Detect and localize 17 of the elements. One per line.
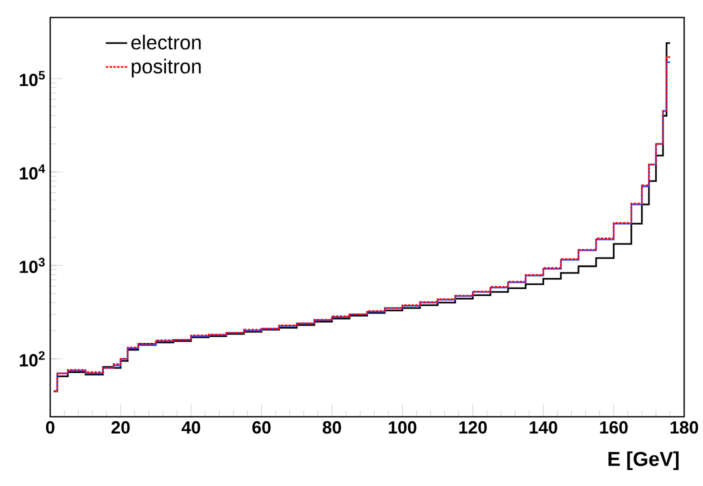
x-tick-label: 80 bbox=[322, 421, 342, 434]
x-tick-label: 120 bbox=[459, 421, 487, 434]
x-tick-label: 20 bbox=[111, 421, 130, 434]
y-tick-label: 10$^{3}$ bbox=[20, 258, 45, 274]
y-tick-label: 10$^{4}$ bbox=[20, 164, 46, 180]
legend-label: positron bbox=[132, 58, 201, 78]
y-tick-label: 10$^{5}$ bbox=[20, 71, 45, 86]
x-tick-label: 140 bbox=[530, 421, 558, 434]
x-tick-label: 60 bbox=[252, 421, 271, 434]
y-tick-label: 10$^{2}$ bbox=[20, 351, 45, 367]
x-tick-label: 0 bbox=[46, 421, 54, 434]
x-tick-label: 100 bbox=[388, 421, 416, 434]
legend-label: electron bbox=[131, 34, 201, 50]
x-tick-label: 160 bbox=[600, 421, 628, 434]
x-tick-label: 180 bbox=[670, 421, 698, 434]
x-axis-title: E [GeV] bbox=[608, 451, 679, 470]
x-tick-label: 40 bbox=[182, 421, 200, 434]
